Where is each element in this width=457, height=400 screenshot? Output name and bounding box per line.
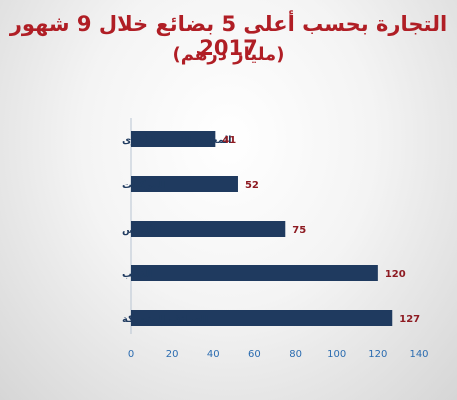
bar-1 (131, 131, 216, 147)
category-label-1: المعادن الثمينة الأخرى (122, 133, 232, 146)
bar-2 (131, 176, 238, 192)
x-tick-label-60: 60 (248, 349, 261, 360)
x-tick-label-140: 140 (409, 349, 428, 360)
value-label-2: 52 (245, 180, 259, 191)
bar-4 (131, 265, 378, 281)
category-label-3: الألماس (122, 223, 161, 236)
x-tick-label-120: 120 (368, 349, 387, 360)
x-tick-label-20: 20 (166, 349, 179, 360)
chart-subtitle: (مليار درهم) (172, 44, 285, 65)
value-label-3: 75 (292, 225, 306, 236)
category-label-4: الذهب (122, 269, 152, 280)
chart-title: التجارة بحسب أعلى 5 بضائع خلال 9 شهور 20… (9, 12, 448, 60)
category-label-5: الهواتف المتحركة (122, 314, 208, 325)
category-label-2: المركبات (122, 180, 166, 191)
bar-5 (131, 310, 393, 326)
x-tick-label-100: 100 (327, 349, 346, 360)
value-label-5: 127 (399, 314, 420, 325)
bar-3 (131, 221, 286, 237)
value-label-1: 41 (222, 135, 236, 146)
x-tick-label-40: 40 (207, 349, 220, 360)
x-tick-label-0: 0 (128, 349, 134, 360)
value-label-4: 120 (385, 269, 406, 280)
x-tick-label-80: 80 (289, 349, 302, 360)
